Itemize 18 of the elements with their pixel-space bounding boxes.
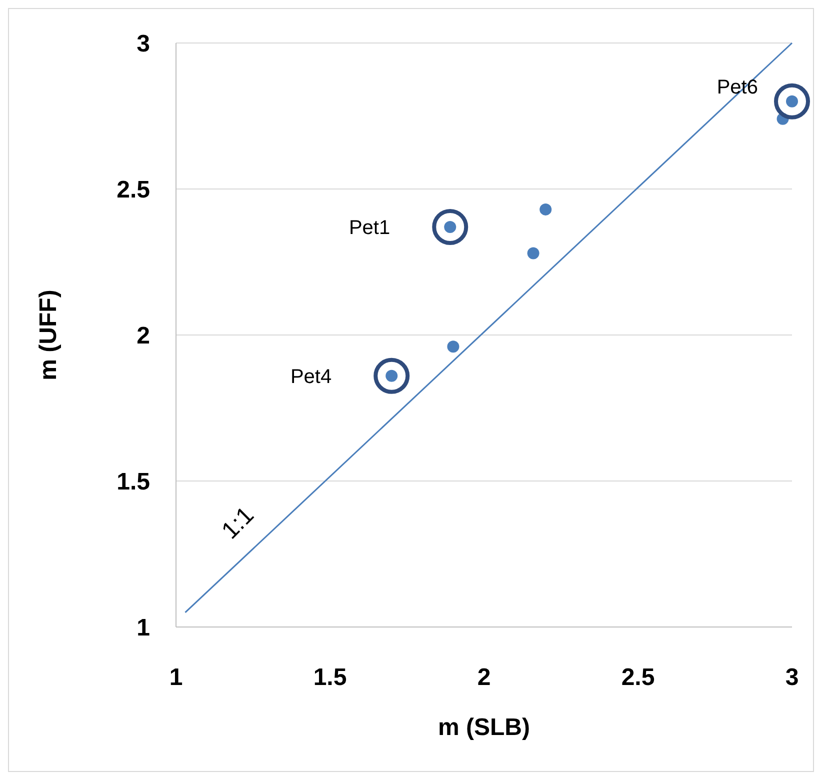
x-tick-label: 1.5 <box>313 664 347 691</box>
x-tick-label: 3 <box>785 664 799 691</box>
x-tick-label: 2 <box>477 664 491 691</box>
point <box>540 203 552 216</box>
point <box>447 340 460 353</box>
point <box>527 247 540 260</box>
x-tick-label: 2.5 <box>621 664 655 691</box>
y-tick-label: 3 <box>136 30 150 58</box>
y-tick-label: 2.5 <box>116 176 150 204</box>
y-tick-label: 1 <box>136 614 150 642</box>
x-axis-title: m (SLB) <box>438 714 530 741</box>
annotation: Pet1 <box>348 216 390 239</box>
y-axis-title: m (UFF) <box>35 290 62 380</box>
annotation: Pet4 <box>290 366 332 388</box>
annotation: 1:1 <box>216 502 260 544</box>
x-tick-label: 1 <box>169 664 183 691</box>
y-tick-label: 1.5 <box>116 468 150 496</box>
y-tick-label: 2 <box>136 322 150 350</box>
